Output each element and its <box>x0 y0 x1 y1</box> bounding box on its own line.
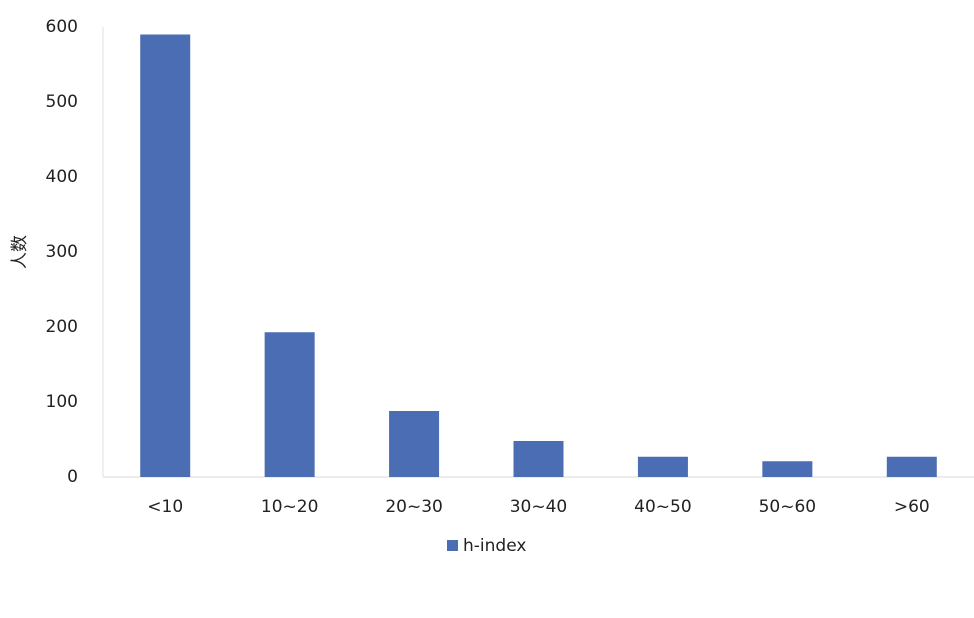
x-tick-label: 40~50 <box>634 497 692 517</box>
y-tick-label: 300 <box>46 242 78 262</box>
x-tick-label: 10~20 <box>261 497 319 517</box>
bar <box>140 34 191 477</box>
x-tick-label: <10 <box>147 497 183 517</box>
y-axis-label: 人数 <box>10 235 30 269</box>
x-tick-label: 20~30 <box>385 497 443 517</box>
bar <box>886 456 937 477</box>
y-tick-label: 200 <box>46 317 78 337</box>
y-tick-label: 400 <box>46 167 78 187</box>
legend-swatch <box>447 540 458 551</box>
y-tick-label: 500 <box>46 92 78 112</box>
x-tick-label: 30~40 <box>510 497 568 517</box>
y-tick-label: 0 <box>67 467 78 487</box>
bar <box>513 441 564 477</box>
y-tick-label: 600 <box>46 17 78 37</box>
bar <box>637 456 688 477</box>
bar <box>389 411 440 477</box>
legend-label: h-index <box>463 536 526 556</box>
bar <box>264 332 315 477</box>
x-tick-label: 50~60 <box>759 497 817 517</box>
bar <box>762 461 813 477</box>
x-tick-label: >60 <box>894 497 930 517</box>
y-tick-label: 100 <box>46 392 78 412</box>
